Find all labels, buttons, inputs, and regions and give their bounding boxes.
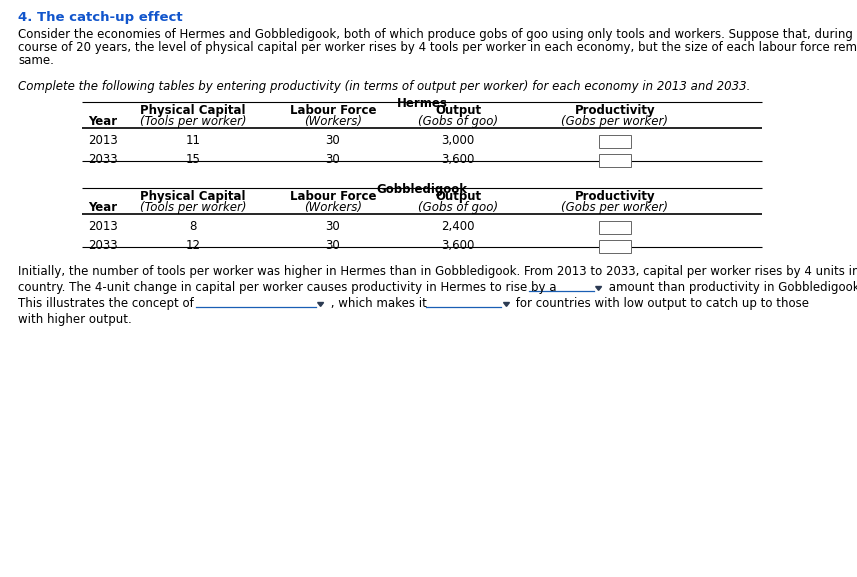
Text: Consider the economies of Hermes and Gobbledigook, both of which produce gobs of: Consider the economies of Hermes and Gob… bbox=[18, 28, 857, 41]
Text: (Workers): (Workers) bbox=[304, 201, 362, 214]
Text: 4. The catch-up effect: 4. The catch-up effect bbox=[18, 11, 183, 24]
Text: 3,000: 3,000 bbox=[441, 134, 475, 147]
Text: for countries with low output to catch up to those: for countries with low output to catch u… bbox=[512, 297, 810, 310]
Polygon shape bbox=[318, 302, 324, 306]
Text: Initially, the number of tools per worker was higher in Hermes than in Gobbledig: Initially, the number of tools per worke… bbox=[18, 265, 857, 278]
Text: 2013: 2013 bbox=[88, 220, 117, 233]
Text: 3,600: 3,600 bbox=[441, 239, 475, 252]
Text: , which makes it: , which makes it bbox=[327, 297, 430, 310]
Text: Productivity: Productivity bbox=[575, 190, 656, 203]
Text: Year: Year bbox=[88, 201, 117, 214]
Text: (Gobs of goo): (Gobs of goo) bbox=[418, 115, 498, 128]
Text: course of 20 years, the level of physical capital per worker rises by 4 tools pe: course of 20 years, the level of physica… bbox=[18, 41, 857, 54]
Text: 2033: 2033 bbox=[88, 153, 117, 166]
Text: 2,400: 2,400 bbox=[441, 220, 475, 233]
Text: (Gobs of goo): (Gobs of goo) bbox=[418, 201, 498, 214]
Text: 30: 30 bbox=[326, 239, 340, 252]
Text: Output: Output bbox=[435, 190, 481, 203]
Text: Hermes: Hermes bbox=[397, 97, 447, 110]
Text: Labour Force: Labour Force bbox=[290, 104, 376, 117]
Text: (Tools per worker): (Tools per worker) bbox=[140, 115, 246, 128]
Text: (Workers): (Workers) bbox=[304, 115, 362, 128]
Text: 3,600: 3,600 bbox=[441, 153, 475, 166]
Text: amount than productivity in Gobbledigook.: amount than productivity in Gobbledigook… bbox=[604, 281, 857, 294]
Text: Gobbledigook: Gobbledigook bbox=[376, 183, 468, 196]
Text: Physical Capital: Physical Capital bbox=[141, 190, 246, 203]
Text: Year: Year bbox=[88, 115, 117, 128]
Polygon shape bbox=[504, 302, 510, 306]
Text: This illustrates the concept of: This illustrates the concept of bbox=[18, 297, 197, 310]
Text: 30: 30 bbox=[326, 134, 340, 147]
Bar bbox=[599, 154, 631, 167]
Text: 12: 12 bbox=[185, 239, 201, 252]
Text: with higher output.: with higher output. bbox=[18, 313, 132, 326]
Text: 11: 11 bbox=[185, 134, 201, 147]
Text: 30: 30 bbox=[326, 220, 340, 233]
Text: 2033: 2033 bbox=[88, 239, 117, 252]
Text: country. The 4-unit change in capital per worker causes productivity in Hermes t: country. The 4-unit change in capital pe… bbox=[18, 281, 560, 294]
Text: same.: same. bbox=[18, 54, 54, 67]
Bar bbox=[599, 240, 631, 253]
Polygon shape bbox=[596, 287, 602, 290]
Text: (Gobs per worker): (Gobs per worker) bbox=[561, 115, 668, 128]
Text: Labour Force: Labour Force bbox=[290, 190, 376, 203]
Text: Complete the following tables by entering productivity (in terms of output per w: Complete the following tables by enterin… bbox=[18, 80, 751, 93]
Text: Physical Capital: Physical Capital bbox=[141, 104, 246, 117]
Text: Productivity: Productivity bbox=[575, 104, 656, 117]
Text: 30: 30 bbox=[326, 153, 340, 166]
Text: Output: Output bbox=[435, 104, 481, 117]
Text: (Gobs per worker): (Gobs per worker) bbox=[561, 201, 668, 214]
Text: 15: 15 bbox=[186, 153, 201, 166]
Text: (Tools per worker): (Tools per worker) bbox=[140, 201, 246, 214]
Text: 2013: 2013 bbox=[88, 134, 117, 147]
Bar bbox=[599, 135, 631, 148]
Bar bbox=[599, 221, 631, 234]
Text: 8: 8 bbox=[189, 220, 197, 233]
